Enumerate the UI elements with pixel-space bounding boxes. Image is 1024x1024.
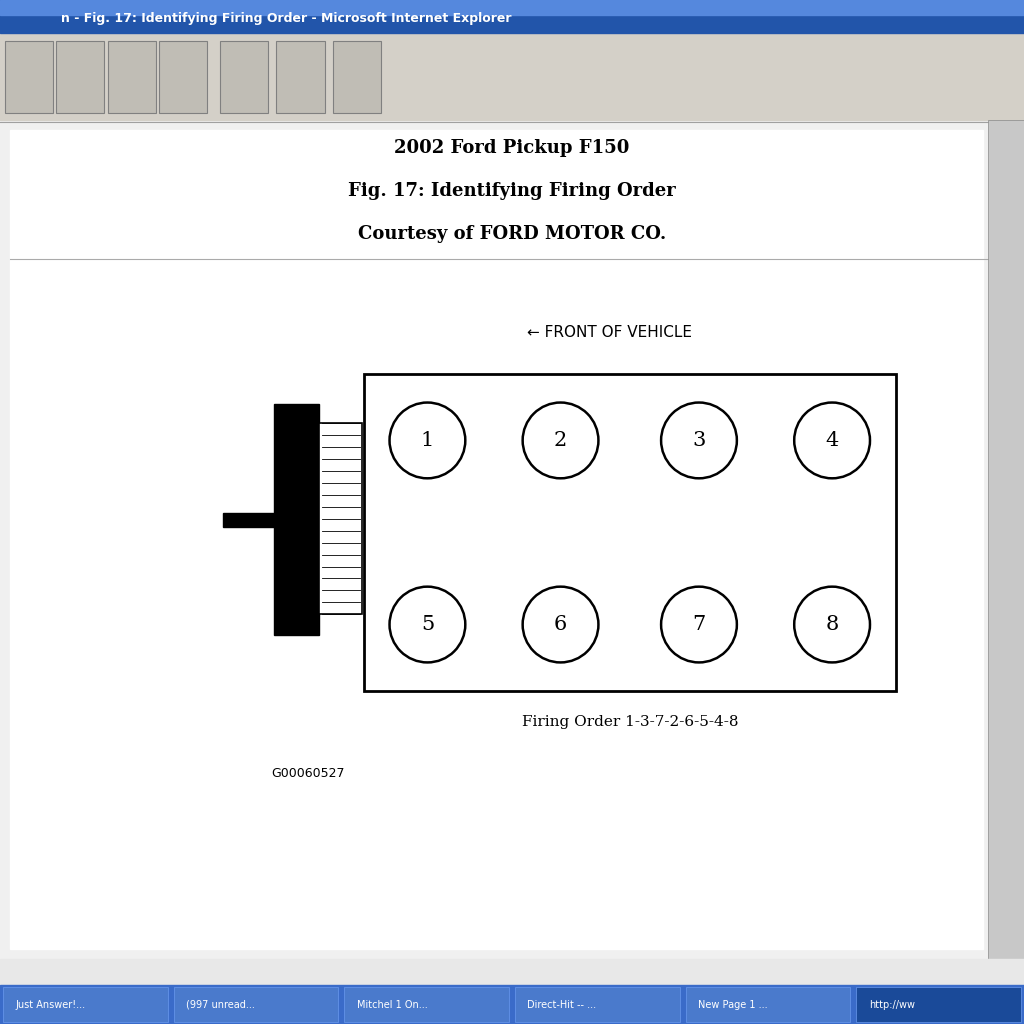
Text: 5: 5 <box>421 615 434 634</box>
Bar <box>0 0 1024 33</box>
Text: 2: 2 <box>554 431 567 450</box>
Text: Firing Order 1-3-7-2-6-5-4-8: Firing Order 1-3-7-2-6-5-4-8 <box>521 715 738 729</box>
Bar <box>0 985 1024 1024</box>
Bar <box>10 130 983 949</box>
Bar <box>988 120 1024 959</box>
Bar <box>220 41 268 113</box>
Bar <box>274 404 319 635</box>
Bar <box>3 987 168 1022</box>
Text: 8: 8 <box>825 615 839 634</box>
Text: 7: 7 <box>692 615 706 634</box>
Text: http://ww: http://ww <box>868 999 914 1010</box>
Circle shape <box>389 402 465 478</box>
Text: Courtesy of FORD MOTOR CO.: Courtesy of FORD MOTOR CO. <box>357 225 667 244</box>
Circle shape <box>795 587 870 663</box>
Circle shape <box>662 587 737 663</box>
Text: 1: 1 <box>421 431 434 450</box>
Bar <box>108 41 156 113</box>
Circle shape <box>522 402 598 478</box>
Bar <box>333 41 381 113</box>
Bar <box>5 41 53 113</box>
Bar <box>56 41 104 113</box>
Circle shape <box>662 402 737 478</box>
Bar <box>276 41 325 113</box>
Text: 2002 Ford Pickup F150: 2002 Ford Pickup F150 <box>394 139 630 158</box>
Text: (997 unread...: (997 unread... <box>186 999 255 1010</box>
Circle shape <box>795 402 870 478</box>
Text: n - Fig. 17: Identifying Firing Order - Microsoft Internet Explorer: n - Fig. 17: Identifying Firing Order - … <box>61 11 512 25</box>
Bar <box>515 987 680 1022</box>
Text: Mitchel 1 On...: Mitchel 1 On... <box>356 999 427 1010</box>
Bar <box>0 959 1024 985</box>
Text: ← FRONT OF VEHICLE: ← FRONT OF VEHICLE <box>526 326 692 340</box>
Bar <box>364 374 896 691</box>
Text: Direct-Hit -- ...: Direct-Hit -- ... <box>527 999 597 1010</box>
Text: 3: 3 <box>692 431 706 450</box>
Bar <box>319 423 362 614</box>
Bar <box>0 33 1024 120</box>
Text: G00060527: G00060527 <box>271 767 345 779</box>
Text: New Page 1 ...: New Page 1 ... <box>698 999 768 1010</box>
Text: Just Answer!...: Just Answer!... <box>15 999 85 1010</box>
Text: Fig. 17: Identifying Firing Order: Fig. 17: Identifying Firing Order <box>348 182 676 201</box>
Text: 4: 4 <box>825 431 839 450</box>
Bar <box>174 987 338 1022</box>
Circle shape <box>389 587 465 663</box>
Bar <box>0 0 1024 14</box>
Bar <box>344 987 509 1022</box>
Bar <box>223 512 274 526</box>
Bar <box>0 120 1024 959</box>
Bar <box>686 987 850 1022</box>
Circle shape <box>522 587 598 663</box>
Bar <box>159 41 207 113</box>
Text: 6: 6 <box>554 615 567 634</box>
Bar <box>856 987 1021 1022</box>
